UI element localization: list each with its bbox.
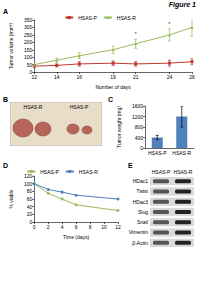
html-text:C: C xyxy=(108,96,114,103)
svg-text:Vimentin: Vimentin xyxy=(129,229,149,235)
svg-text:Time (days): Time (days) xyxy=(63,234,90,240)
svg-text:60: 60 xyxy=(27,196,33,202)
svg-text:HSAS-R: HSAS-R xyxy=(24,104,43,110)
svg-text:4: 4 xyxy=(61,224,64,230)
svg-text:HSAS-R: HSAS-R xyxy=(174,169,193,175)
svg-text:Slug: Slug xyxy=(138,209,148,215)
svg-text:20: 20 xyxy=(27,211,33,217)
svg-text:HDac1: HDac1 xyxy=(133,178,149,184)
svg-text:26: 26 xyxy=(189,74,195,80)
svg-text:HDac3: HDac3 xyxy=(133,199,149,205)
svg-text:300: 300 xyxy=(24,24,33,30)
svg-text:250: 250 xyxy=(24,32,33,38)
svg-text:10: 10 xyxy=(101,224,107,230)
svg-text:100: 100 xyxy=(24,181,33,187)
svg-text:800: 800 xyxy=(135,124,144,130)
svg-text:Number of days: Number of days xyxy=(95,84,131,90)
html-text:Figure 1: Figure 1 xyxy=(168,1,196,8)
svg-text:8: 8 xyxy=(89,224,92,230)
html-text:E: E xyxy=(128,162,133,169)
html-text:A: A xyxy=(3,8,9,15)
svg-text:β-Actin: β-Actin xyxy=(132,240,148,246)
svg-text:14: 14 xyxy=(54,74,60,80)
svg-text:HSAS-P: HSAS-P xyxy=(70,104,89,110)
svg-text:*: * xyxy=(134,31,137,37)
svg-text:12: 12 xyxy=(115,224,121,230)
svg-text:12: 12 xyxy=(31,74,37,80)
svg-text:HSAS-P: HSAS-P xyxy=(40,169,59,175)
svg-text:6: 6 xyxy=(75,224,78,230)
svg-text:HSAS-P: HSAS-P xyxy=(148,150,167,156)
svg-text:350: 350 xyxy=(24,17,33,23)
svg-text:0: 0 xyxy=(29,219,33,226)
svg-text:100: 100 xyxy=(24,54,33,60)
svg-text:24: 24 xyxy=(167,74,173,80)
svg-text:400: 400 xyxy=(135,135,144,141)
svg-text:40: 40 xyxy=(27,204,33,210)
svg-text:HSAS-R: HSAS-R xyxy=(117,15,136,21)
svg-text:1600: 1600 xyxy=(132,103,143,109)
svg-text:0: 0 xyxy=(29,69,33,76)
svg-text:HSAS-R: HSAS-R xyxy=(79,169,98,175)
svg-text:2: 2 xyxy=(47,224,50,230)
svg-text:HSAS-R: HSAS-R xyxy=(172,150,191,156)
svg-text:150: 150 xyxy=(24,47,33,53)
svg-text:50: 50 xyxy=(27,62,33,68)
svg-text:120: 120 xyxy=(24,173,33,179)
svg-text:200: 200 xyxy=(24,39,33,45)
svg-text:0: 0 xyxy=(33,224,36,230)
svg-text:80: 80 xyxy=(27,188,33,194)
svg-text:19: 19 xyxy=(110,74,116,80)
svg-text:0: 0 xyxy=(140,145,143,151)
html-text:B: B xyxy=(3,96,9,103)
svg-text:Tumor volume (mm³): Tumor volume (mm³) xyxy=(8,22,14,69)
svg-text:% viable: % viable xyxy=(8,189,14,208)
svg-text:21: 21 xyxy=(133,74,139,80)
svg-text:1200: 1200 xyxy=(132,114,143,120)
svg-text:Twist: Twist xyxy=(137,188,149,194)
html-text:D: D xyxy=(3,162,9,169)
svg-text:*: * xyxy=(168,21,171,27)
svg-text:HSAS-P: HSAS-P xyxy=(78,15,97,21)
svg-text:Snail: Snail xyxy=(137,219,148,225)
svg-text:Tumor weight (mg): Tumor weight (mg) xyxy=(116,106,122,148)
svg-text:16: 16 xyxy=(77,74,83,80)
svg-text:HSAS-P: HSAS-P xyxy=(152,169,171,175)
